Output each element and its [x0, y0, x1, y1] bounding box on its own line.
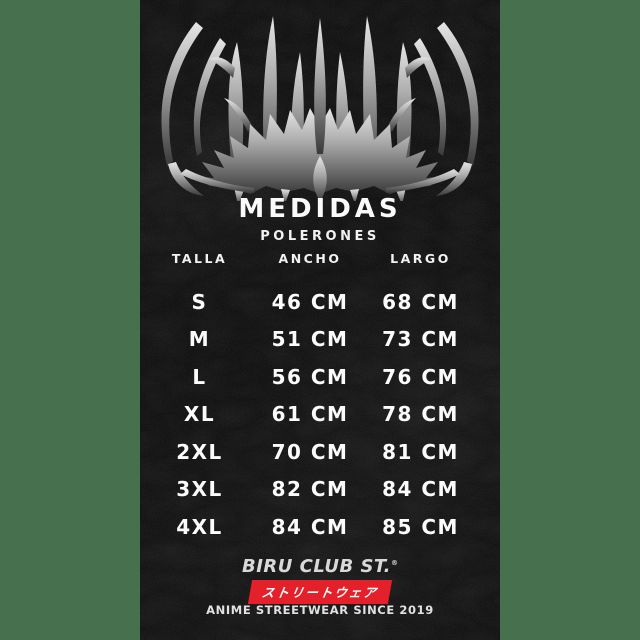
- size-chart-poster: MEDIDAS POLERONES TALLA ANCHO LARGO S 46…: [140, 0, 500, 640]
- brand-wordmark: BIRU CLUB ST.®: [140, 556, 500, 577]
- largo-cell: 76 CM: [382, 364, 459, 389]
- size-cell: 2XL: [176, 439, 223, 464]
- brand-name-text: BIRU CLUB ST.: [242, 556, 391, 577]
- ancho-cell: 56 CM: [271, 364, 349, 389]
- largo-cell: 78 CM: [382, 402, 459, 427]
- table-row: XL 61 CM 78 CM: [140, 396, 500, 434]
- largo-cell: 73 CM: [382, 327, 459, 352]
- size-table: S 46 CM 68 CM M 51 CM 73 CM L 56 CM 76 C…: [140, 283, 500, 546]
- largo-cell: 85 CM: [382, 514, 459, 539]
- registered-trademark: ®: [390, 559, 398, 567]
- death-metal-logo-icon: [161, 16, 479, 201]
- size-cell: 4XL: [176, 514, 223, 539]
- table-row: 4XL 84 CM 85 CM: [140, 508, 500, 546]
- size-cell: 3XL: [176, 477, 223, 502]
- largo-cell: 84 CM: [382, 477, 459, 502]
- table-header-row: TALLA ANCHO LARGO: [140, 251, 500, 266]
- japanese-banner-text: ストリートウェア: [260, 585, 380, 600]
- size-cell: XL: [183, 402, 216, 427]
- ancho-cell: 46 CM: [271, 289, 349, 314]
- table-row: L 56 CM 76 CM: [140, 358, 500, 396]
- japanese-streetwear-banner: ストリートウェア: [247, 580, 393, 604]
- size-chart-subtitle: POLERONES: [260, 229, 380, 244]
- largo-cell: 68 CM: [382, 289, 459, 314]
- table-row: M 51 CM 73 CM: [140, 321, 500, 359]
- ancho-cell: 84 CM: [271, 514, 349, 539]
- table-row: 2XL 70 CM 81 CM: [140, 433, 500, 471]
- ancho-cell: 82 CM: [271, 477, 349, 502]
- size-cell: L: [192, 364, 207, 389]
- size-chart-title: MEDIDAS: [238, 194, 402, 224]
- footer-tagline: ANIME STREETWEAR SINCE 2019: [206, 603, 434, 617]
- ancho-cell: 70 CM: [271, 439, 349, 464]
- column-header-largo: LARGO: [390, 251, 451, 266]
- table-row: S 46 CM 68 CM: [140, 283, 500, 321]
- column-header-talla: TALLA: [171, 251, 228, 266]
- column-header-ancho: ANCHO: [278, 251, 342, 266]
- size-cell: S: [191, 289, 208, 314]
- ancho-cell: 61 CM: [271, 402, 349, 427]
- largo-cell: 81 CM: [382, 439, 459, 464]
- ancho-cell: 51 CM: [271, 327, 349, 352]
- japanese-banner-row: ストリートウェア: [140, 580, 500, 604]
- size-cell: M: [188, 327, 211, 352]
- table-row: 3XL 82 CM 84 CM: [140, 471, 500, 509]
